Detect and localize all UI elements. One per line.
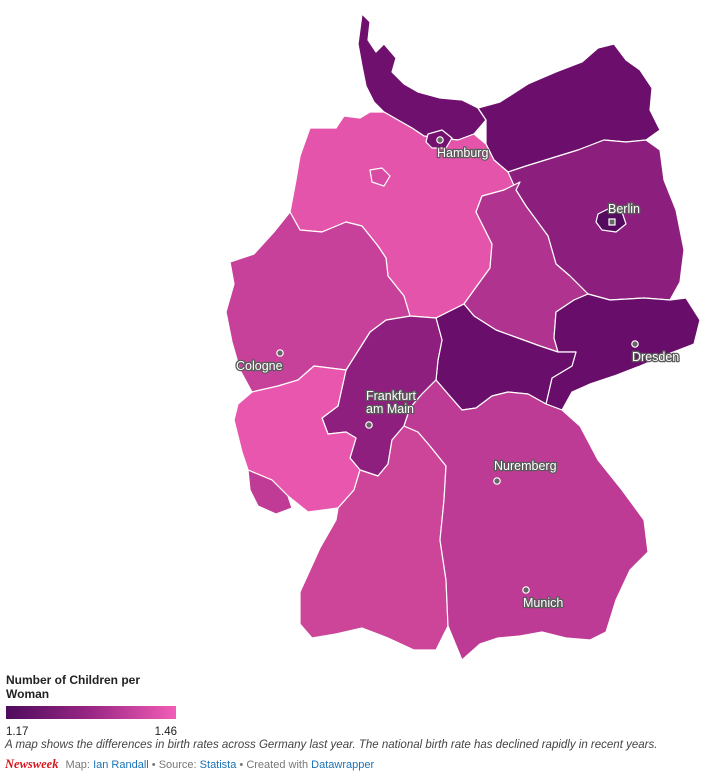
region-bremen[interactable] — [369, 167, 391, 187]
legend-ticks: 1.17 1.46 — [6, 726, 181, 740]
legend-max-label: 1.46 — [154, 726, 177, 738]
city-label-frankfurt: Frankfurt am Main — [366, 389, 417, 416]
city-dot-cologne — [276, 349, 284, 357]
source-link[interactable]: Statista — [199, 759, 237, 771]
credits-footer: Newsweek Map: Ian Randall • Source: Stat… — [5, 757, 374, 772]
legend-min-label: 1.17 — [6, 726, 29, 738]
author-link[interactable]: Ian Randall — [93, 759, 149, 771]
city-marker-munich[interactable]: Munich — [522, 586, 565, 611]
city-label-dresden: Dresden — [632, 350, 679, 364]
legend-title: Number of Children per Woman — [6, 673, 141, 701]
city-dot-berlin — [608, 218, 616, 226]
city-label-munich: Munich — [523, 596, 563, 610]
city-label-berlin: Berlin — [608, 202, 640, 216]
region-saarland[interactable] — [247, 469, 293, 515]
city-dot-dresden — [631, 340, 639, 348]
map-credit-prefix: Map: — [65, 759, 90, 771]
city-marker-berlin[interactable]: Berlin — [607, 201, 641, 226]
city-marker-nuremberg[interactable]: Nuremberg — [493, 458, 558, 485]
germany-birth-rate-map: Hamburg Berlin Cologne Dresden Frankfurt am M… — [225, 13, 701, 661]
city-dot-frankfurt — [365, 421, 373, 429]
city-marker-hamburg[interactable]: Hamburg — [436, 136, 490, 161]
city-marker-frankfurt[interactable]: Frankfurt am Main — [365, 388, 418, 429]
city-dot-munich — [522, 586, 530, 594]
region-bavaria[interactable] — [403, 379, 649, 661]
legend-gradient-bar — [6, 706, 176, 719]
newsweek-logo: Newsweek — [5, 757, 59, 771]
datawrapper-link[interactable]: Datawrapper — [311, 759, 375, 771]
map-caption: A map shows the differences in birth rat… — [5, 739, 658, 751]
city-dot-nuremberg — [493, 477, 501, 485]
city-label-cologne: Cologne — [236, 359, 283, 373]
created-with-prefix: • Created with — [239, 759, 309, 771]
legend: Number of Children per Woman 1.17 1.46 — [6, 673, 181, 740]
city-label-hamburg: Hamburg — [437, 146, 488, 160]
region-rhineland-palatinate[interactable] — [233, 365, 361, 513]
city-dot-hamburg — [436, 136, 444, 144]
city-marker-cologne[interactable]: Cologne — [235, 349, 284, 374]
source-prefix: • Source: — [151, 759, 197, 771]
city-marker-dresden[interactable]: Dresden — [631, 340, 681, 365]
city-label-nuremberg: Nuremberg — [494, 459, 557, 473]
